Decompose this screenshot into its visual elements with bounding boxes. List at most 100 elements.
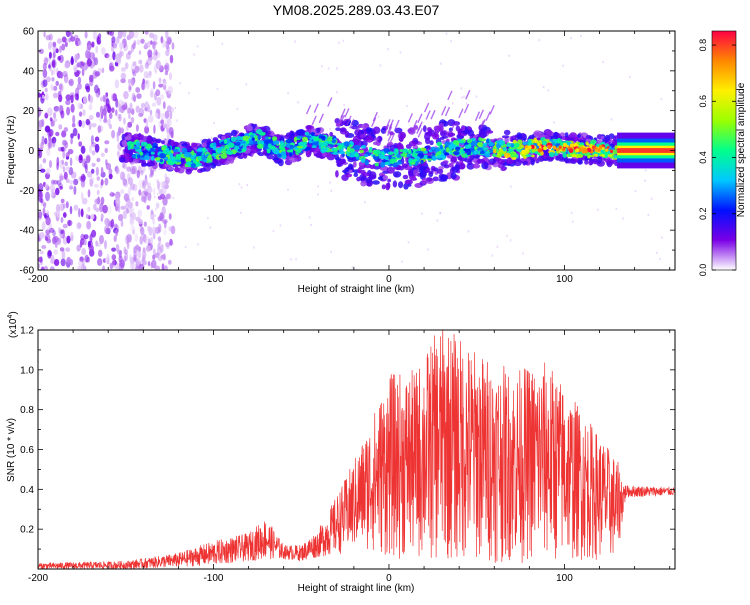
heatmap-noise-cell bbox=[111, 107, 115, 113]
heatmap-noise-cell bbox=[152, 34, 158, 42]
heatmap-peak-cell bbox=[555, 147, 560, 152]
heatmap-noise-cell bbox=[126, 166, 132, 172]
heatmap-noise-cell bbox=[162, 180, 166, 189]
heatmap-noise-cell bbox=[122, 178, 128, 186]
heatmap-noise-cell bbox=[157, 242, 161, 250]
heatmap-band-cell bbox=[430, 165, 436, 172]
heatmap-band-cell bbox=[403, 183, 409, 190]
heatmap-band-cell bbox=[523, 160, 529, 165]
heatmap-core-cell bbox=[264, 136, 269, 140]
heatmap-band-cell bbox=[422, 169, 427, 176]
heatmap-noise-cell bbox=[123, 91, 129, 100]
heatmap-streak bbox=[339, 114, 346, 125]
heatmap-band-cell bbox=[486, 130, 494, 134]
heatmap-core-cell bbox=[408, 148, 412, 154]
heatmap-x-tick-label: -200 bbox=[28, 274, 48, 285]
heatmap-noise-cell bbox=[124, 62, 129, 70]
heatmap-noise-cell bbox=[78, 155, 83, 164]
heatmap-core-cell bbox=[242, 135, 250, 141]
heatmap-band-cell bbox=[199, 167, 207, 172]
heatmap-band-cell bbox=[534, 132, 540, 136]
heatmap-core-cell bbox=[299, 141, 306, 147]
heatmap-core-cell bbox=[396, 161, 403, 165]
heatmap-speckle bbox=[542, 86, 545, 89]
heatmap-core-cell bbox=[201, 154, 207, 161]
heatmap-noise-cell bbox=[41, 94, 45, 100]
heatmap-noise-cell bbox=[137, 219, 143, 225]
heatmap-peak-cell bbox=[527, 145, 532, 150]
heatmap-x-label: Height of straight line (km) bbox=[298, 284, 415, 295]
heatmap-speckle bbox=[379, 64, 382, 67]
heatmap-noise-cell bbox=[140, 102, 145, 108]
heatmap-noise-cell bbox=[57, 55, 61, 61]
heatmap-noise-cell bbox=[38, 147, 41, 157]
heatmap-speckle bbox=[297, 101, 299, 104]
heatmap-core-cell bbox=[353, 144, 361, 151]
heatmap-noise-cell bbox=[152, 218, 155, 225]
heatmap-band-cell bbox=[408, 168, 413, 176]
heatmap-core-cell bbox=[436, 141, 443, 147]
heatmap-band-cell bbox=[436, 168, 444, 174]
heatmap-streak bbox=[417, 128, 423, 138]
heatmap-noise-cell bbox=[88, 103, 93, 111]
heatmap-noise-cell bbox=[38, 48, 44, 54]
heatmap-band-cell bbox=[339, 119, 344, 127]
heatmap-core-cell bbox=[593, 153, 599, 157]
heatmap-speckle bbox=[157, 193, 159, 196]
heatmap-noise-cell bbox=[49, 117, 53, 122]
heatmap-band-cell bbox=[140, 134, 145, 142]
heatmap-core-cell bbox=[150, 147, 155, 152]
heatmap-noise-cell bbox=[62, 223, 68, 229]
heatmap-band-cell bbox=[440, 174, 448, 181]
heatmap-noise-cell bbox=[129, 254, 132, 262]
heatmap-band-cell bbox=[570, 157, 575, 164]
heatmap-noise-cell bbox=[82, 175, 86, 181]
heatmap-noise-cell bbox=[47, 107, 53, 117]
heatmap-band-cell bbox=[212, 158, 219, 164]
heatmap-noise-cell bbox=[104, 217, 110, 226]
heatmap-noise-cell bbox=[109, 31, 115, 37]
heatmap-noise-cell bbox=[56, 156, 60, 166]
heatmap-speckle bbox=[336, 67, 338, 70]
heatmap-band-cell bbox=[451, 166, 460, 173]
heatmap-noise-cell bbox=[100, 213, 104, 220]
heatmap-noise-cell bbox=[142, 233, 147, 243]
heatmap-speckle bbox=[407, 241, 410, 244]
heatmap-noise-cell bbox=[121, 67, 126, 72]
heatmap-band-cell bbox=[167, 166, 175, 171]
heatmap-noise-cell bbox=[51, 77, 55, 82]
heatmap-core-cell bbox=[146, 143, 151, 149]
heatmap-core-cell bbox=[313, 137, 318, 141]
heatmap-band-cell bbox=[460, 125, 466, 132]
heatmap-core-cell bbox=[288, 152, 293, 157]
heatmap-speckle bbox=[154, 214, 156, 217]
heatmap-noise-cell bbox=[77, 133, 80, 140]
heatmap-core-cell bbox=[175, 153, 181, 159]
heatmap-noise-cell bbox=[116, 36, 120, 44]
heatmap-core-cell bbox=[267, 143, 272, 148]
heatmap-speckle bbox=[155, 71, 157, 74]
heatmap-core-cell bbox=[140, 141, 145, 147]
heatmap-core-cell bbox=[402, 151, 406, 157]
heatmap-noise-cell bbox=[97, 258, 103, 266]
heatmap-noise-cell bbox=[38, 143, 41, 148]
heatmap-core-cell bbox=[493, 148, 497, 154]
heatmap-core-cell bbox=[141, 146, 145, 149]
heatmap-speckle bbox=[351, 266, 354, 269]
heatmap-core-cell bbox=[170, 160, 178, 164]
heatmap-band-cell bbox=[537, 155, 545, 162]
heatmap-core-cell bbox=[280, 151, 287, 156]
heatmap-noise-cell bbox=[77, 102, 82, 110]
heatmap-speckle bbox=[294, 40, 296, 43]
heatmap-noise-cell bbox=[59, 159, 65, 169]
colorbar-tick-label: 0.4 bbox=[698, 151, 708, 164]
heatmap-noise-cell bbox=[61, 130, 67, 138]
heatmap-core-cell bbox=[166, 147, 170, 152]
heatmap-core-cell bbox=[444, 141, 451, 147]
heatmap-noise-cell bbox=[55, 48, 59, 53]
heatmap-noise-cell bbox=[84, 254, 89, 263]
heatmap-noise-cell bbox=[51, 69, 54, 76]
heatmap-noise-cell bbox=[40, 198, 44, 204]
heatmap-noise-cell bbox=[139, 107, 145, 117]
heatmap-noise-cell bbox=[60, 110, 65, 119]
